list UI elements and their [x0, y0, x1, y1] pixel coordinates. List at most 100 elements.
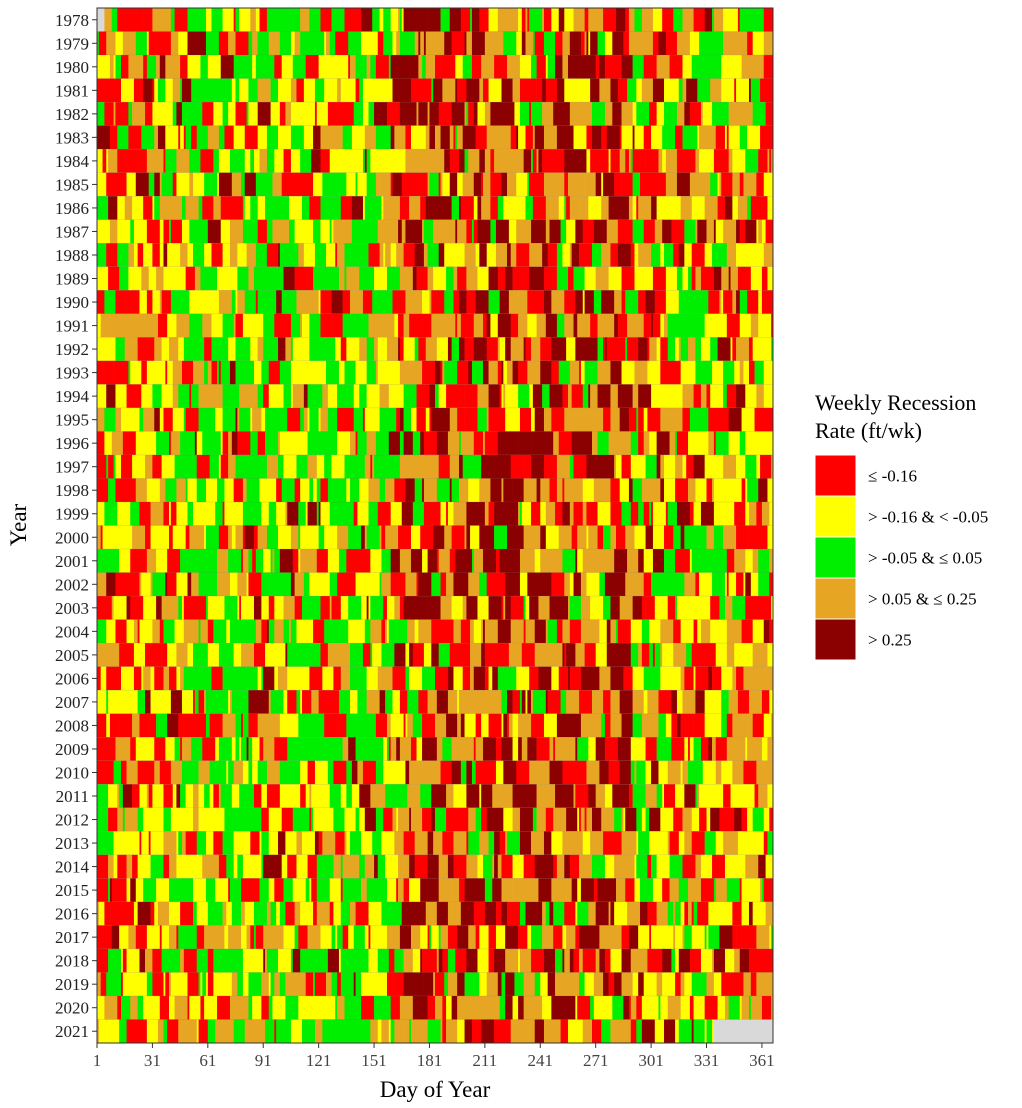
heatmap-cell — [748, 360, 755, 385]
heatmap-cell — [390, 125, 395, 150]
heatmap-cell — [562, 243, 571, 267]
heatmap-cell — [165, 125, 179, 150]
heatmap-cell — [519, 901, 526, 926]
heatmap-cell — [119, 643, 122, 667]
heatmap-cell — [723, 831, 731, 855]
heatmap-cell — [274, 596, 284, 620]
heatmap-cell — [224, 925, 229, 949]
heatmap-cell — [621, 360, 635, 385]
heatmap-cell — [108, 196, 118, 220]
heatmap-cell — [436, 549, 439, 573]
heatmap-cell — [193, 807, 199, 832]
heatmap-cell — [189, 290, 194, 314]
heatmap-cell — [274, 619, 284, 644]
heatmap-cell — [128, 125, 142, 150]
heatmap-cell — [673, 360, 681, 385]
y-tick-label: 2016 — [55, 905, 89, 924]
heatmap-cell — [366, 384, 380, 408]
heatmap-cell — [647, 854, 652, 879]
heatmap-cell — [425, 196, 434, 220]
heatmap-cell — [377, 219, 386, 244]
heatmap-cell — [294, 31, 301, 56]
heatmap-cell — [309, 78, 316, 103]
heatmap-cell — [473, 196, 478, 220]
heatmap-cell — [710, 172, 718, 197]
heatmap-cell — [344, 243, 358, 267]
heatmap-cell — [706, 807, 711, 832]
heatmap-cell — [209, 454, 220, 479]
heatmap-cell — [163, 619, 175, 644]
heatmap-cell — [736, 337, 750, 361]
heatmap-cell — [473, 619, 482, 644]
heatmap-cell — [205, 713, 210, 738]
heatmap-cell — [261, 572, 266, 597]
heatmap-cell — [675, 549, 683, 573]
heatmap-cell — [643, 690, 648, 714]
heatmap-cell — [617, 219, 626, 244]
heatmap-cell — [643, 549, 654, 573]
heatmap-cell — [464, 243, 467, 267]
heatmap-cell — [137, 854, 151, 879]
heatmap-cell — [316, 549, 329, 573]
heatmap-cell — [719, 125, 726, 150]
heatmap-cell — [641, 807, 646, 832]
heatmap-cell — [534, 854, 545, 879]
heatmap-cell — [204, 243, 209, 267]
heatmap-cell — [333, 666, 342, 691]
heatmap-cell — [523, 149, 532, 173]
heatmap-cell — [628, 784, 633, 808]
heatmap-cell — [292, 948, 301, 973]
heatmap-cell — [146, 55, 157, 79]
heatmap-cell — [676, 31, 691, 56]
heatmap-cell — [610, 1019, 619, 1043]
heatmap-cell — [283, 619, 290, 644]
heatmap-cell — [577, 878, 582, 902]
heatmap-cell — [209, 713, 223, 738]
heatmap-cell — [233, 760, 244, 785]
heatmap-cell — [501, 172, 508, 197]
heatmap-cell — [488, 666, 493, 691]
heatmap-cell — [702, 102, 713, 126]
heatmap-cell — [586, 760, 600, 785]
heatmap-cell — [215, 78, 220, 103]
heatmap-cell — [331, 313, 343, 338]
heatmap-cell — [106, 243, 118, 267]
heatmap-cell — [335, 1019, 347, 1043]
heatmap-cell — [414, 854, 428, 879]
heatmap-cell — [333, 901, 342, 926]
heatmap-cell — [425, 55, 436, 79]
heatmap-cell — [700, 125, 711, 150]
heatmap-cell — [379, 478, 386, 502]
heatmap-cell — [385, 690, 390, 714]
heatmap-cell — [479, 525, 482, 550]
heatmap-cell — [684, 831, 693, 855]
heatmap-cell — [442, 784, 447, 808]
heatmap-cell — [180, 901, 194, 926]
heatmap-cell — [510, 431, 519, 455]
heatmap-cell — [152, 196, 155, 220]
heatmap-cell — [584, 31, 587, 56]
heatmap-cell — [215, 737, 220, 761]
heatmap-cell — [194, 102, 203, 126]
heatmap-cell — [462, 478, 469, 502]
heatmap-cell — [244, 290, 257, 314]
heatmap-cell — [152, 619, 161, 644]
heatmap-cell — [119, 666, 122, 691]
heatmap-cell — [529, 266, 534, 291]
heatmap-cell — [767, 478, 774, 502]
heatmap-cell — [176, 313, 190, 338]
heatmap-cell — [355, 807, 360, 832]
heatmap-cell — [194, 925, 198, 949]
heatmap-cell — [287, 501, 299, 526]
heatmap-cell — [721, 78, 733, 103]
heatmap-cell — [368, 243, 380, 267]
heatmap-cell — [318, 31, 325, 56]
heatmap-cell — [252, 760, 258, 785]
heatmap-cell — [375, 55, 390, 79]
heatmap-cell — [636, 1019, 643, 1043]
heatmap-cell — [346, 313, 356, 338]
heatmap-cell — [673, 407, 683, 432]
heatmap-cell — [222, 243, 227, 267]
heatmap-cell — [276, 8, 290, 32]
heatmap-cell — [152, 8, 161, 32]
